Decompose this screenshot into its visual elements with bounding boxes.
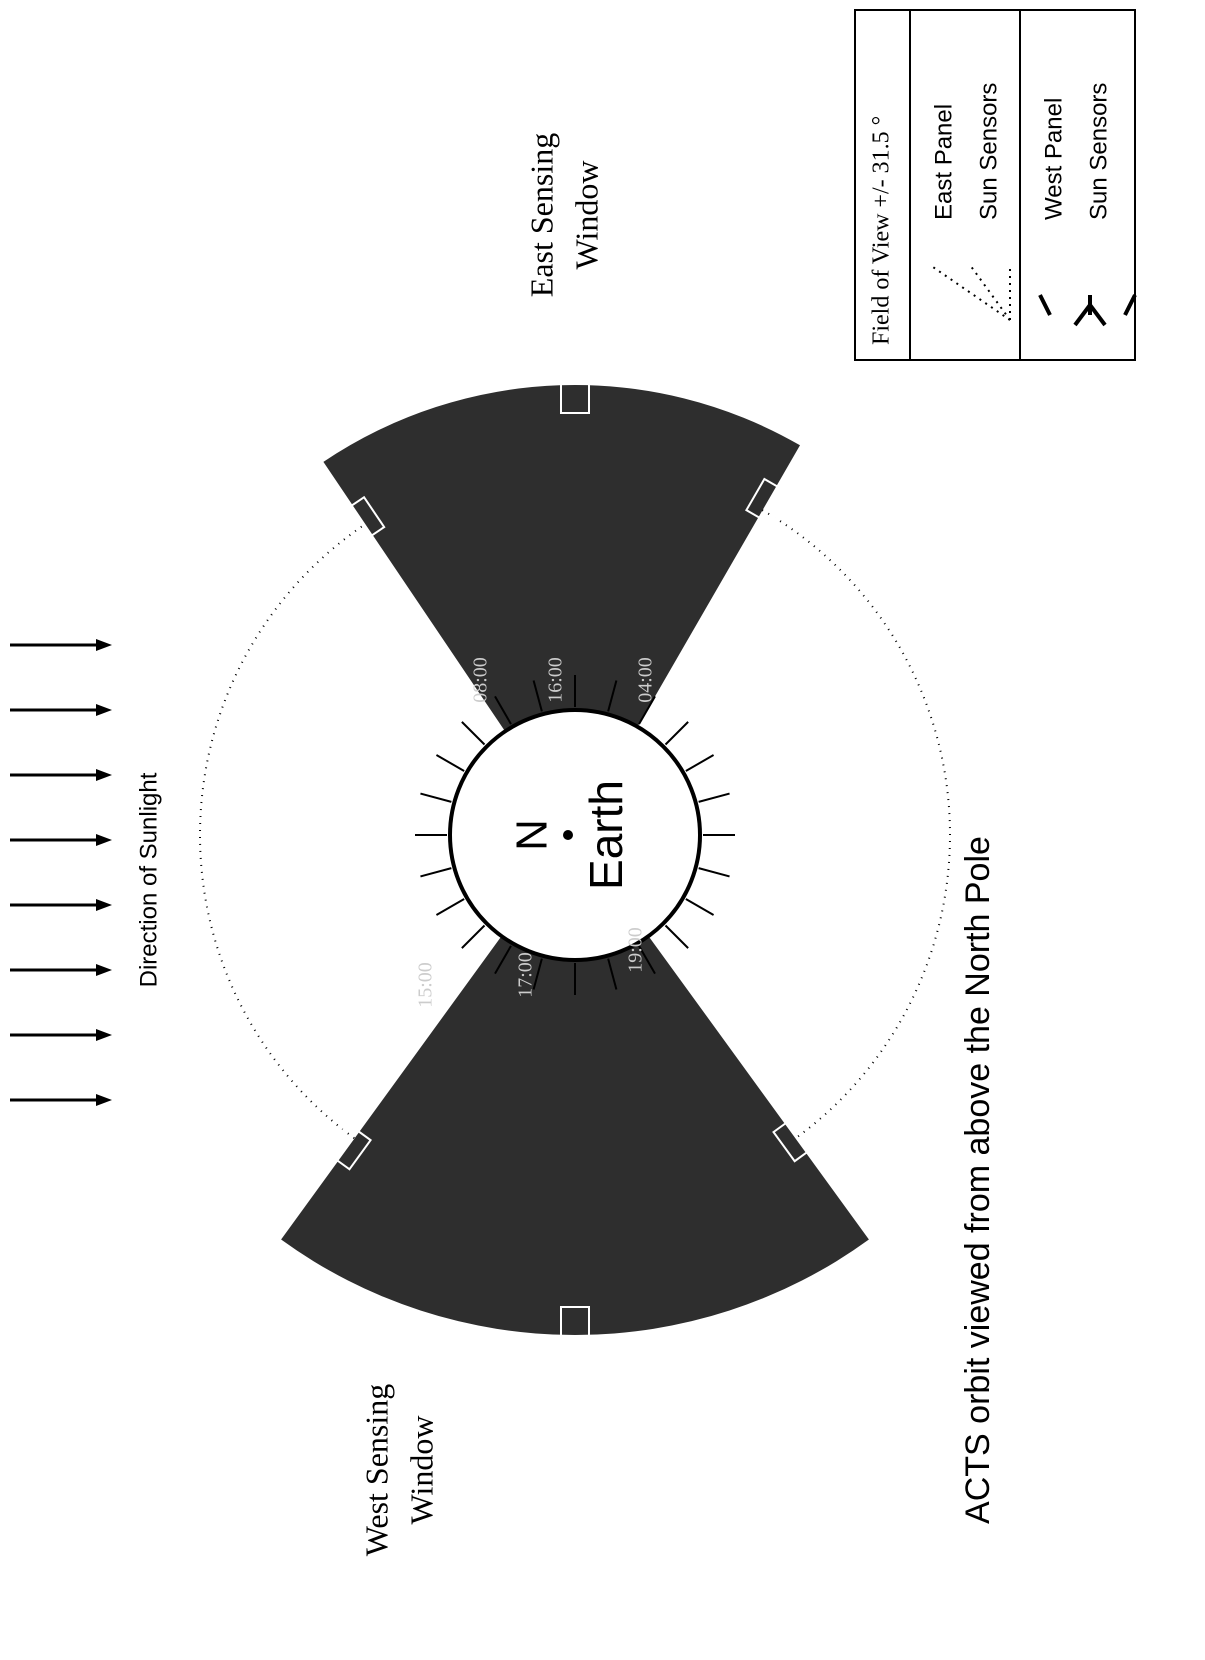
satellite: [339, 495, 386, 545]
time-label: 08:00: [470, 657, 492, 703]
legend-fov-icon: [929, 264, 1011, 321]
earth-tick: [698, 867, 730, 878]
earth-tick: [638, 945, 656, 975]
earth-tick: [435, 898, 465, 916]
satellite: [325, 1122, 373, 1171]
earth: [448, 708, 702, 962]
pole-dot: [563, 830, 573, 840]
sunlight-label: Direction of Sunlight: [135, 772, 162, 987]
time-label: 17:00: [515, 952, 537, 998]
title: ACTS orbit viewed from above the North P…: [959, 836, 997, 1524]
earth-tick: [420, 792, 452, 803]
earth-tick: [461, 721, 486, 746]
sun-arrow-head: [96, 899, 112, 911]
satellite: [560, 376, 590, 414]
legend-box: [854, 9, 1136, 361]
legend: Field of View +/- 31.5 ° East Panel Sun …: [854, 9, 1137, 361]
time-label: 16:00: [545, 657, 567, 703]
sun-arrow-head: [96, 769, 112, 781]
time-label: 04:00: [635, 657, 657, 703]
sun-arrow-head: [96, 1094, 112, 1106]
sun-arrow-head: [96, 834, 112, 846]
sun-arrow-head: [96, 1029, 112, 1041]
east-sector: [323, 385, 800, 732]
legend-header: Field of View +/- 31.5 °: [869, 116, 895, 345]
east-window-label: East Sensing: [523, 133, 559, 297]
west-window-label: West Sensing: [358, 1384, 394, 1557]
time-label: 19:00: [625, 927, 647, 973]
earth-tick: [607, 680, 618, 712]
earth-tick: [685, 754, 715, 772]
earth-tick: [420, 867, 452, 878]
sun-arrow-head: [96, 704, 112, 716]
sun-arrows: [10, 639, 112, 1106]
earth-tick: [494, 695, 512, 725]
satellite: [772, 1114, 819, 1163]
earth-tick: [698, 792, 730, 803]
legend-text: Sun Sensors: [975, 83, 1002, 220]
legend-west-icon: [1038, 294, 1137, 327]
east-window-label: Window: [568, 161, 604, 270]
earth-tick: [532, 958, 543, 990]
legend-text: West Panel: [1040, 98, 1067, 220]
satellite: [745, 477, 790, 526]
earth-tick: [494, 945, 512, 975]
legend-text: Sun Sensors: [1085, 83, 1112, 220]
earth-tick: [532, 680, 543, 712]
earth-ticks: [415, 675, 735, 995]
earth-tick: [685, 898, 715, 916]
time-label: 15:00: [415, 962, 437, 1008]
earth-tick: [664, 924, 689, 949]
earth-tick: [664, 721, 689, 746]
sun-arrow-head: [96, 639, 112, 651]
pole-label: N: [508, 819, 557, 851]
west-sector: [281, 936, 869, 1335]
earth-tick: [461, 924, 486, 949]
earth-tick: [435, 754, 465, 772]
legend-text: East Panel: [930, 104, 957, 220]
earth-label: Earth: [580, 780, 632, 890]
satellites: [325, 376, 819, 1344]
earth-tick: [638, 695, 656, 725]
rotated-page: N Earth Direction of Sunlight East Sensi…: [10, 9, 1137, 1557]
west-window-label: Window: [403, 1416, 439, 1525]
earth-tick: [607, 958, 618, 990]
sun-arrow-head: [96, 964, 112, 976]
time-labels: 08:00 16:00 04:00 15:00 17:00 19:00: [415, 657, 657, 1008]
satellite: [560, 1306, 590, 1344]
